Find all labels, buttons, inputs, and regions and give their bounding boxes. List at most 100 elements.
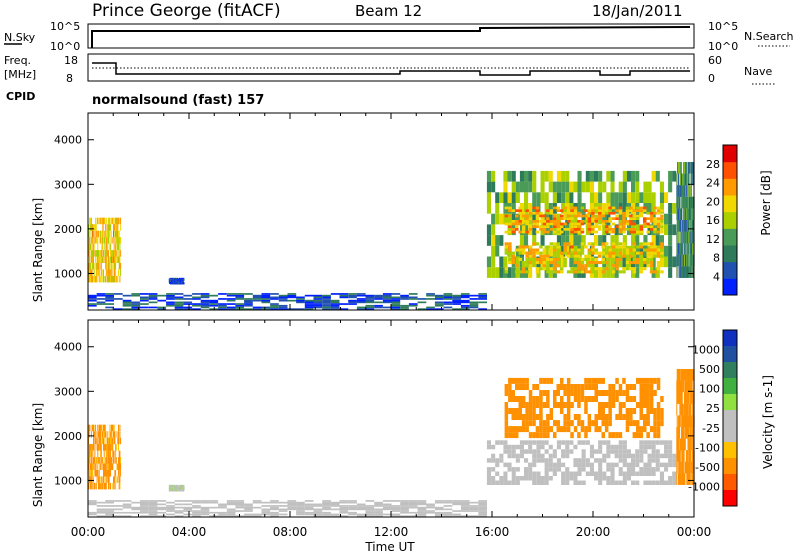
power-cell-r3 — [573, 213, 578, 225]
velocity-cell-r3 — [606, 449, 611, 454]
velocity-cell-r3 — [511, 449, 516, 454]
power-cell-r0 — [110, 217, 112, 225]
velocity-cell-r2 — [469, 506, 479, 509]
power-cell-r5 — [577, 251, 581, 255]
power-cell-r4 — [629, 228, 633, 231]
velocity-cell-r4 — [525, 414, 529, 420]
power-cell-r5 — [553, 245, 557, 249]
date-title: 18/Jan/2011 — [592, 2, 683, 20]
power-cell-r4 — [618, 211, 623, 215]
velocity-cell-r5 — [689, 380, 691, 393]
power-cell-r2 — [426, 306, 435, 309]
power-cell-r5 — [649, 245, 654, 249]
power-cell-r1 — [172, 281, 174, 283]
power-cell-r0 — [91, 224, 93, 231]
velocity-cell-r2 — [296, 505, 305, 507]
velocity-cell-r4 — [511, 426, 515, 433]
velocity-cell-r5 — [676, 415, 678, 427]
power-cell-r4 — [608, 220, 612, 223]
power-cell-r0 — [91, 275, 93, 283]
velocity-cell-r1 — [178, 487, 179, 489]
power-cell-r5 — [577, 267, 581, 271]
velocity-cell-r5 — [684, 392, 686, 404]
velocity-cell-r4 — [604, 426, 609, 433]
velocity-cell-r2 — [452, 515, 461, 517]
velocity-cell-r4 — [560, 396, 564, 402]
power-cell-r5 — [560, 267, 564, 271]
velocity-cell-r0 — [116, 431, 118, 438]
power-cell-r3 — [511, 181, 516, 193]
power-cell-r6 — [683, 162, 685, 174]
power-cell-r5 — [622, 270, 626, 274]
velocity-cell-r2 — [408, 515, 418, 517]
velocity-cell-r5 — [687, 450, 689, 462]
power-cell-r0 — [88, 237, 90, 244]
velocity-cell-r3 — [618, 444, 623, 450]
velocity-cell-r2 — [226, 510, 236, 512]
velocity-cell-r2 — [200, 500, 210, 502]
velocity-cell-r2 — [148, 510, 158, 512]
velocity-cell-r5 — [689, 461, 691, 474]
power-cell-r2 — [374, 301, 383, 304]
velocity-cell-r0 — [107, 463, 109, 470]
velocity-cell-r0 — [108, 463, 110, 470]
velocity-cell-r0 — [105, 457, 107, 464]
velocity-cell-r3 — [598, 471, 603, 476]
power-cell-r3 — [631, 203, 636, 214]
power-cell-r3 — [647, 192, 652, 203]
velocity-cell-r3 — [507, 444, 512, 450]
power-cell-r0 — [96, 217, 98, 225]
power-cell-r2 — [131, 293, 141, 295]
velocity-cell-r2 — [304, 505, 314, 507]
power-cell-r6 — [686, 173, 688, 186]
velocity-cell-r3 — [515, 480, 520, 485]
velocity-cell-r2 — [287, 505, 297, 507]
power-cell-r0 — [118, 237, 120, 244]
power-cell-r0 — [108, 243, 110, 251]
power-cell-r5 — [508, 242, 512, 246]
velocity-cell-r2 — [105, 515, 114, 517]
power-cell-r5 — [629, 254, 633, 258]
power-cell-r2 — [200, 306, 210, 309]
power-cell-r6 — [688, 173, 690, 186]
power-cell-r0 — [92, 275, 94, 283]
velocity-cell-r2 — [374, 505, 383, 507]
power-cell-r2 — [166, 301, 175, 304]
velocity-cell-r2 — [313, 505, 323, 507]
velocity-cell-r4 — [656, 426, 661, 433]
power-cell-r3 — [651, 256, 656, 268]
power-cell-r1 — [182, 278, 184, 280]
velocity-cell-r4 — [639, 377, 643, 384]
velocity-cell-r2 — [443, 505, 453, 507]
power-cell-r2 — [192, 304, 201, 307]
velocity-cell-r3 — [602, 453, 607, 459]
power-cell-r5 — [570, 251, 574, 255]
velocity-cell-r3 — [548, 458, 553, 463]
power-cell-r4 — [542, 228, 547, 231]
power-cell-r2 — [226, 306, 236, 309]
power-cell-r2 — [200, 303, 210, 305]
power-cell-r3 — [552, 192, 557, 203]
power-cell-r2 — [105, 306, 114, 309]
time-tick-label: 20:00 — [576, 525, 611, 539]
velocity-cell-r3 — [643, 440, 648, 445]
power-cell-r0 — [92, 256, 94, 263]
power-cell-r3 — [594, 235, 599, 246]
power-cell-r4 — [622, 220, 626, 223]
power-cell-r4 — [546, 220, 550, 223]
velocity-cell-r3 — [540, 476, 545, 481]
velocity-cell-r5 — [685, 380, 687, 393]
power-cell-r4 — [508, 209, 512, 212]
power-cell-r4 — [601, 214, 605, 218]
velocity-cell-r2 — [278, 505, 288, 507]
power-cell-r2 — [356, 294, 366, 297]
velocity-cell-r4 — [539, 390, 543, 396]
y-tick-label: 2000 — [54, 430, 82, 443]
power-cell-r2 — [183, 306, 193, 309]
velocity-cell-r3 — [515, 444, 520, 450]
power-cell-r4 — [542, 220, 547, 223]
velocity-cell-r5 — [686, 450, 688, 462]
power-cell-r2 — [192, 293, 201, 295]
velocity-cell-r3 — [524, 449, 529, 454]
velocity-cell-r0 — [107, 450, 109, 458]
